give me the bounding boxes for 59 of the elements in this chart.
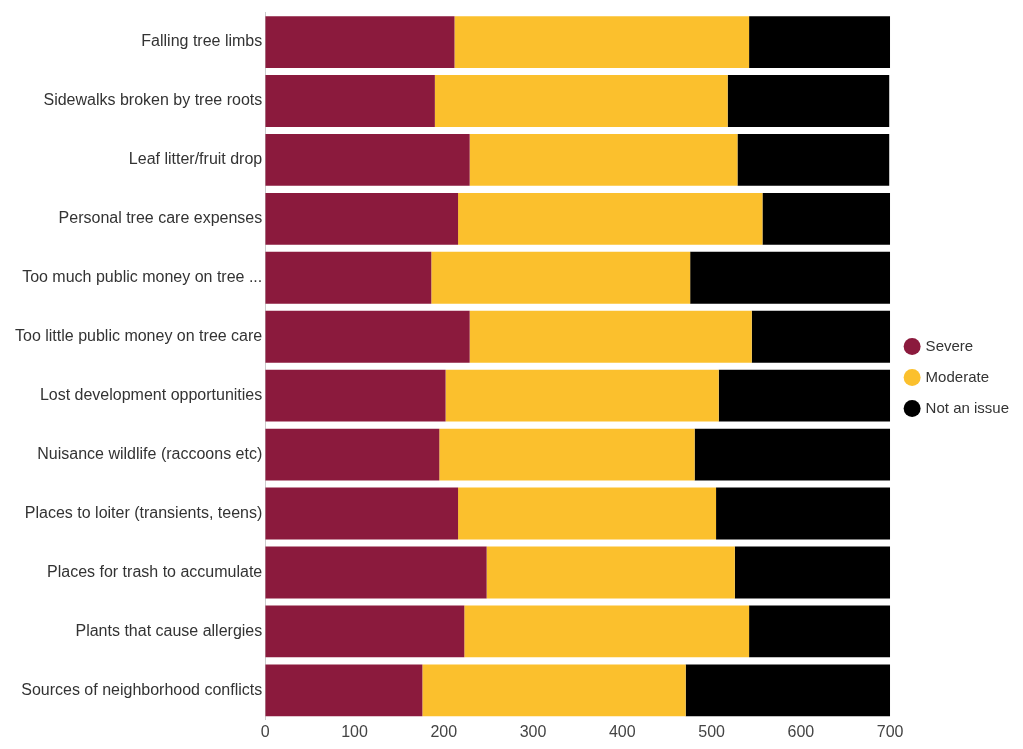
bar: [265, 428, 440, 481]
y-tick-label: Leaf litter/fruit drop: [128, 150, 263, 168]
legend-label: Severe: [925, 336, 974, 354]
bar: [431, 251, 691, 304]
legend-label: Not an issue: [925, 398, 1010, 416]
x-tick-label: 0: [260, 722, 270, 740]
x-tick-label: 700: [876, 722, 904, 740]
y-tick-label: Nuisance wildlife (raccoons etc): [37, 445, 263, 463]
x-tick-label: 100: [341, 722, 368, 740]
bar: [737, 134, 890, 186]
bar: [434, 75, 728, 127]
bar: [458, 192, 763, 245]
bar: [265, 369, 446, 422]
x-tick-label: 200: [430, 722, 458, 740]
bar: [422, 664, 686, 717]
bar: [734, 546, 891, 599]
legend-label: Moderate: [925, 367, 989, 385]
bar: [694, 428, 891, 481]
bar: [718, 369, 891, 422]
bar: [265, 16, 455, 68]
bar: [469, 134, 738, 186]
y-tick-label: Sources of neighborhood conflicts: [21, 680, 263, 698]
bar: [749, 16, 891, 68]
bar: [265, 664, 423, 717]
bar: [265, 192, 459, 245]
y-tick-label: Plants that cause allergies: [75, 621, 263, 639]
x-tick-label: 600: [787, 722, 815, 740]
bar: [439, 428, 695, 481]
bar: [458, 487, 717, 540]
bar: [690, 251, 891, 304]
x-tick-label: 400: [608, 722, 636, 740]
bar: [454, 16, 750, 68]
bar: [464, 605, 750, 658]
bar: [727, 75, 890, 127]
bar: [486, 546, 735, 599]
bar: [445, 369, 719, 422]
y-tick-label: Places to loiter (transients, teens): [24, 503, 263, 521]
y-tick-label: Too much public money on tree ...: [22, 268, 263, 286]
y-tick-label: Falling tree limbs: [141, 32, 263, 50]
x-tick-label: 300: [519, 722, 547, 740]
y-tick-label: Sidewalks broken by tree roots: [43, 91, 263, 109]
bar: [265, 75, 435, 127]
bar: [265, 605, 465, 658]
y-tick-label: Personal tree care expenses: [58, 209, 263, 227]
y-tick-label: Places for trash to accumulate: [47, 562, 263, 580]
bar: [751, 310, 891, 363]
bar: [749, 605, 891, 658]
x-tick-label: 500: [698, 722, 726, 740]
y-tick-label: Lost development opportunities: [39, 386, 263, 404]
bar: [265, 310, 470, 363]
bar: [716, 487, 891, 540]
bar: [265, 134, 470, 186]
bar: [685, 664, 891, 717]
y-tick-label: Too little public money on tree care: [15, 327, 263, 345]
bar: [762, 192, 891, 245]
bar: [265, 546, 487, 599]
bar: [469, 310, 752, 363]
bar: [265, 251, 432, 304]
bar: [265, 487, 459, 540]
